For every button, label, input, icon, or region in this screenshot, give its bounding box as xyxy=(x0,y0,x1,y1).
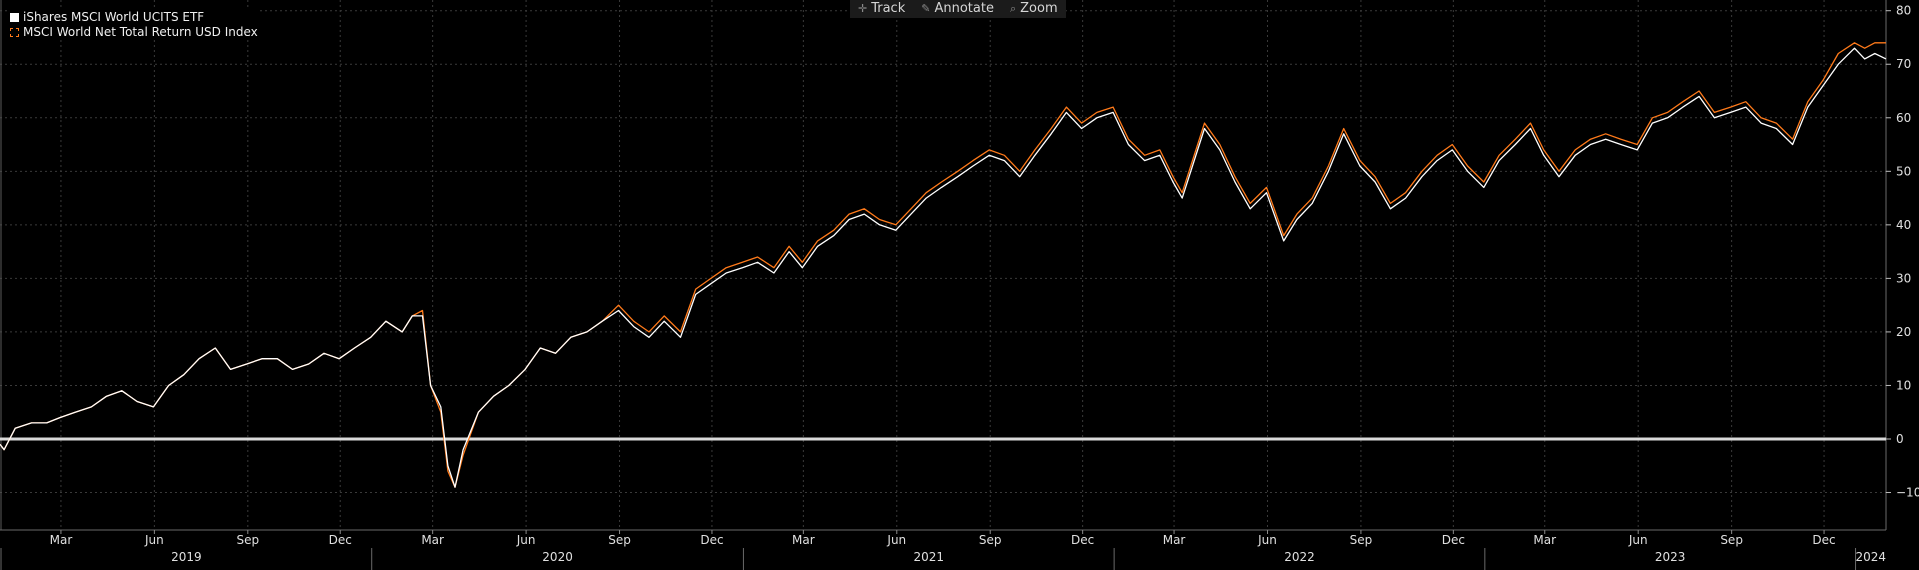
y-tick-label: 80 xyxy=(1896,4,1911,18)
y-tick-label: 70 xyxy=(1896,57,1911,71)
y-tick-label: −10 xyxy=(1896,486,1919,500)
x-tick-label: Mar xyxy=(421,533,444,547)
x-tick-label: Mar xyxy=(1533,533,1556,547)
x-tick-label: Dec xyxy=(329,533,352,547)
x-tick-label: Jun xyxy=(1257,533,1277,547)
x-tick-label: Mar xyxy=(792,533,815,547)
x-tick-label: Sep xyxy=(979,533,1002,547)
year-label: 2019 xyxy=(171,550,202,564)
x-tick-label: Jun xyxy=(144,533,164,547)
x-tick-label: Dec xyxy=(1071,533,1094,547)
x-tick-label: Sep xyxy=(608,533,631,547)
legend-label-etf: iShares MSCI World UCITS ETF xyxy=(23,10,205,24)
pencil-icon: ✎ xyxy=(921,2,931,15)
series-layer xyxy=(0,42,1887,488)
x-axis: Mar Jun Sep Dec Mar Jun Sep Dec Mar Jun Sep Dec Mar J… xyxy=(0,530,1886,570)
crosshair-icon: ✛ xyxy=(858,2,868,15)
y-tick-label: 20 xyxy=(1896,325,1911,339)
grid-lines xyxy=(0,0,1886,530)
x-tick-label: Dec xyxy=(700,533,723,547)
series-line-ishares-msci-world-ucits-etf[interactable] xyxy=(0,47,1887,488)
legend-item-etf[interactable]: iShares MSCI World UCITS ETF xyxy=(10,10,258,25)
x-tick-label: Mar xyxy=(50,533,73,547)
track-label: Track xyxy=(871,1,906,16)
x-tick-label: Jun xyxy=(886,533,906,547)
y-tick-label: 40 xyxy=(1896,218,1911,232)
legend-swatch-etf xyxy=(10,13,19,22)
x-tick-label: Sep xyxy=(1350,533,1373,547)
x-tick-label: Jun xyxy=(1628,533,1648,547)
year-label: 2024 xyxy=(1855,550,1886,564)
year-label: 2022 xyxy=(1284,550,1315,564)
year-label: 2021 xyxy=(914,550,945,564)
year-label: 2020 xyxy=(542,550,573,564)
y-tick-label: 60 xyxy=(1896,111,1911,125)
x-tick-label: Sep xyxy=(236,533,259,547)
y-axis: −10 0 10 20 30 40 50 60 70 80 xyxy=(1886,4,1919,500)
x-tick-label: Dec xyxy=(1812,533,1835,547)
year-label: 2023 xyxy=(1655,550,1686,564)
zoom-button[interactable]: ⌕ Zoom xyxy=(1002,0,1066,18)
zoom-label: Zoom xyxy=(1020,1,1058,16)
legend-item-index[interactable]: MSCI World Net Total Return USD Index xyxy=(10,25,258,40)
x-tick-label: Jun xyxy=(516,533,536,547)
track-button[interactable]: ✛ Track xyxy=(850,0,913,18)
legend-swatch-index xyxy=(10,28,19,37)
chart-toolbar: ✛ Track ✎ Annotate ⌕ Zoom xyxy=(850,0,1066,18)
legend-label-index: MSCI World Net Total Return USD Index xyxy=(23,25,258,39)
y-tick-label: 30 xyxy=(1896,271,1911,285)
y-tick-label: 10 xyxy=(1896,378,1911,392)
annotate-button[interactable]: ✎ Annotate xyxy=(913,0,1002,18)
y-tick-label: 0 xyxy=(1896,432,1904,446)
magnifier-icon: ⌕ xyxy=(1009,2,1017,15)
x-tick-label: Dec xyxy=(1442,533,1465,547)
x-tick-label: Sep xyxy=(1720,533,1743,547)
y-tick-label: 50 xyxy=(1896,164,1911,178)
chart-legend: iShares MSCI World UCITS ETF MSCI World … xyxy=(10,10,258,40)
x-tick-label: Mar xyxy=(1163,533,1186,547)
annotate-label: Annotate xyxy=(934,1,994,16)
